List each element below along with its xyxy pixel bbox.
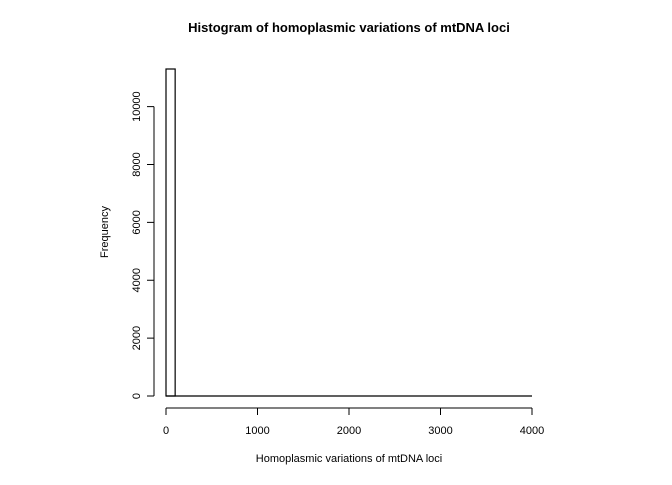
x-tick-label: 1000 [245,425,269,437]
y-tick-label: 10000 [131,91,143,122]
y-tick-label: 8000 [131,152,143,176]
chart-title: Histogram of homoplasmic variations of m… [188,20,510,35]
histogram-bar [165,68,176,397]
y-tick-label: 4000 [131,268,143,292]
x-tick-label: 3000 [428,425,452,437]
x-tick-label: 2000 [337,425,361,437]
y-axis-title: Frequency [99,206,111,258]
y-axis: 0 2000 4000 6000 8000 10000 [131,91,155,399]
y-tick-label: 2000 [131,326,143,350]
bars-layer [165,68,532,397]
y-tick-label: 0 [131,393,143,399]
x-tick-label: 4000 [520,425,544,437]
x-axis: 0 1000 2000 3000 4000 [163,407,544,437]
x-tick-label: 0 [163,425,169,437]
x-axis-title: Homoplasmic variations of mtDNA loci [256,453,442,465]
y-tick-label: 6000 [131,210,143,234]
